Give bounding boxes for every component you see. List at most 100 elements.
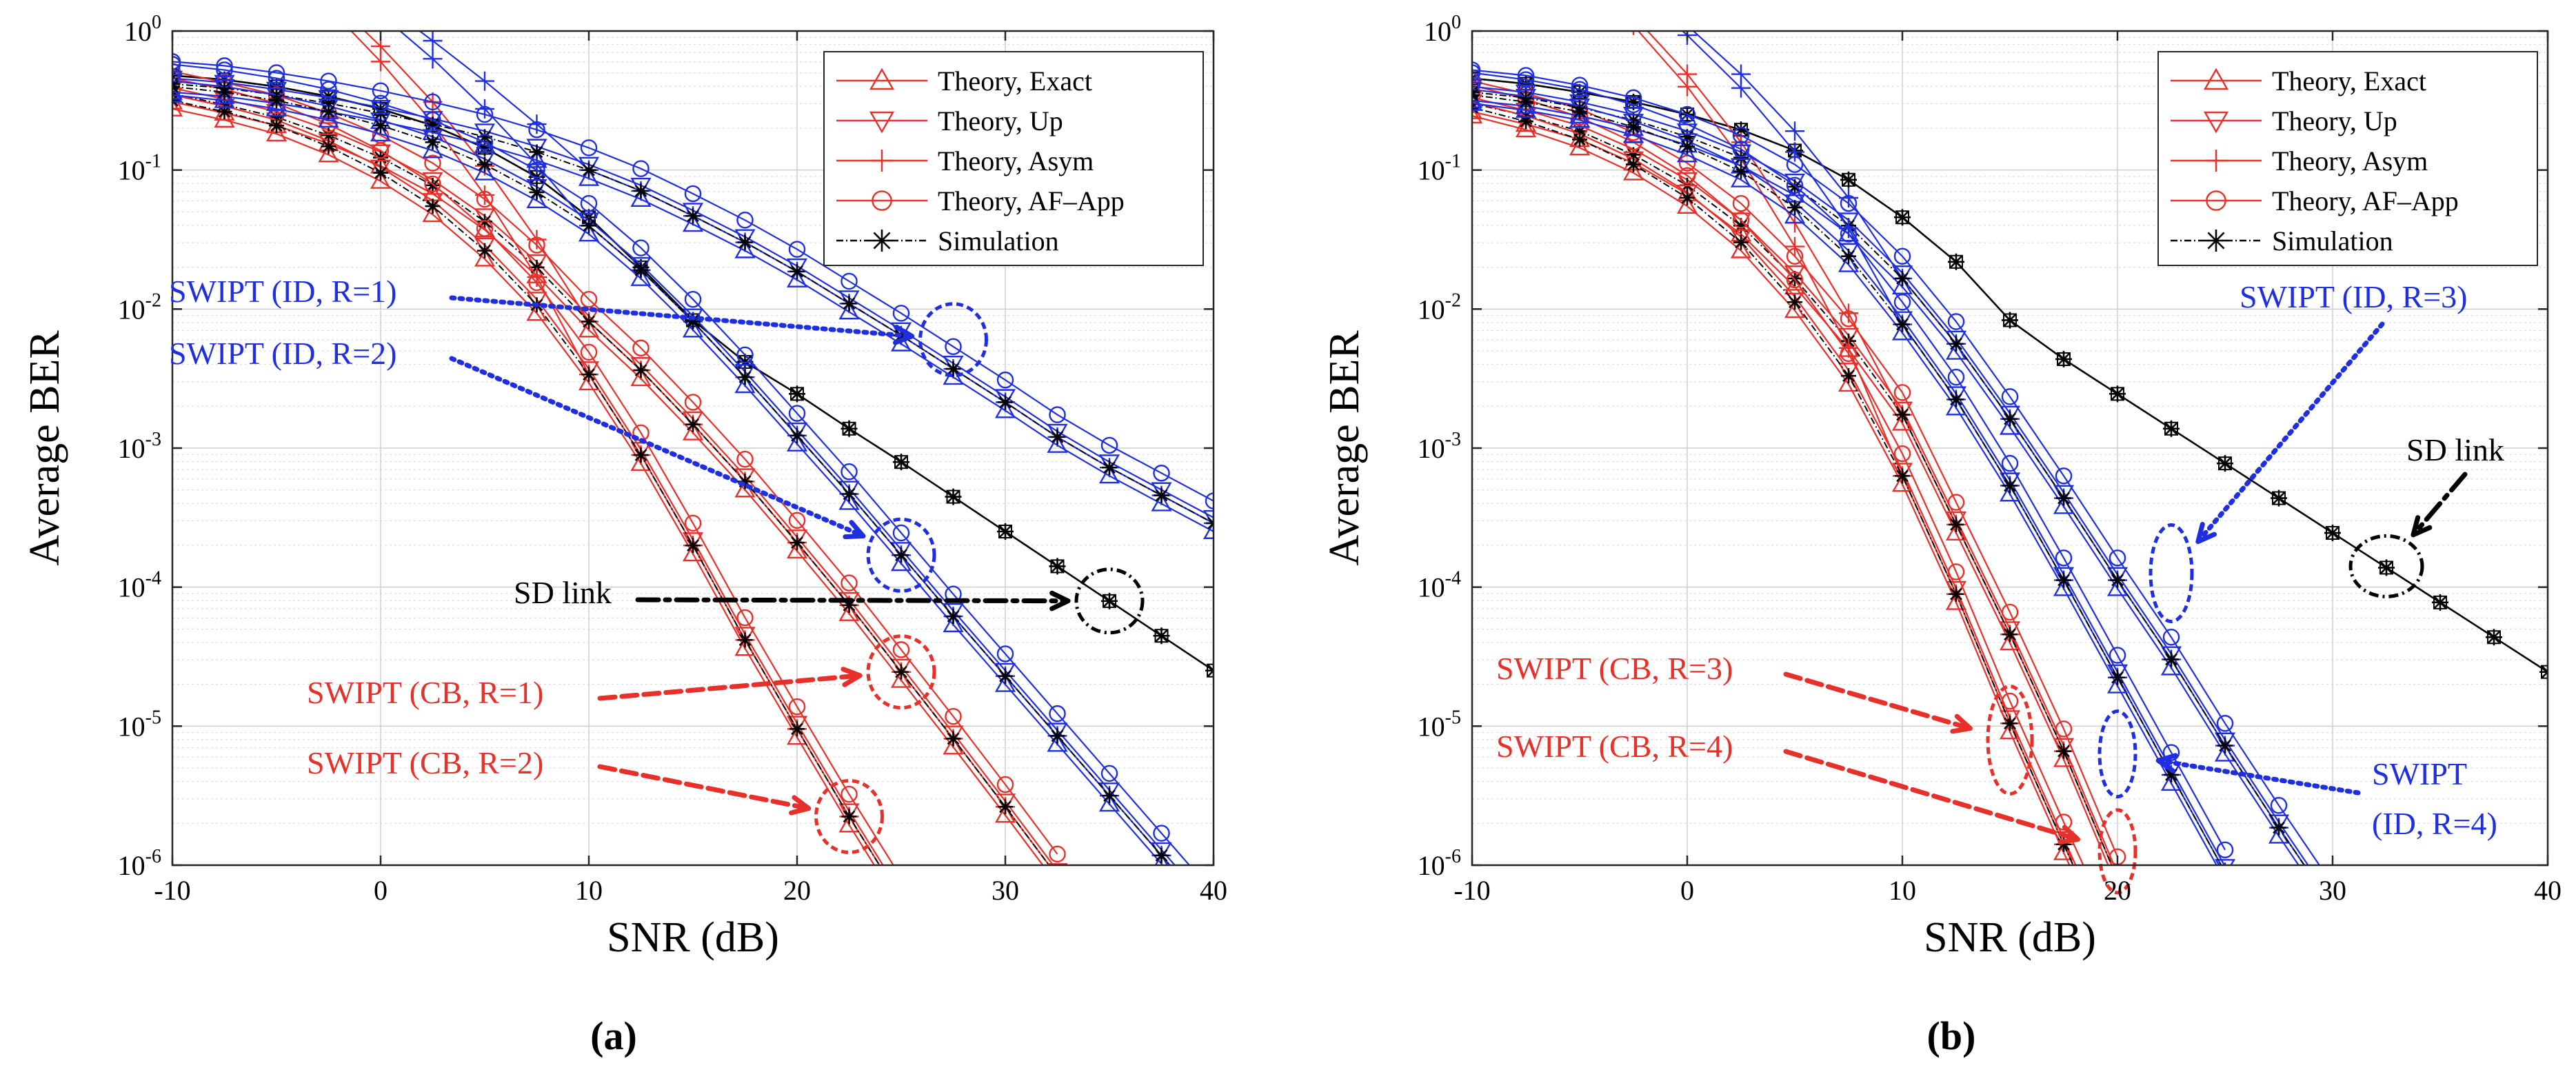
- marker-triangle-up: [1154, 853, 1169, 865]
- legend: Theory, Exact Theory, Up Theory, Asym Theor…: [2157, 51, 2538, 266]
- annotation-arrow: [2195, 321, 2385, 545]
- marker-plus: [1678, 77, 1697, 97]
- marker-asterisk: [2217, 455, 2233, 472]
- series-cb: [1472, 31, 2125, 948]
- marker-circle: [2055, 467, 2073, 485]
- marker-triangle-up: [1569, 136, 1591, 156]
- marker-asterisk: [2002, 627, 2017, 643]
- marker-asterisk: [945, 609, 961, 625]
- marker-triangle-up: [422, 203, 443, 223]
- marker-plus: [475, 71, 494, 91]
- marker-asterisk: [1894, 209, 1911, 226]
- marker-plus: [1839, 303, 1858, 323]
- marker-circle: [476, 220, 494, 237]
- y-tick-label: 10-6: [118, 846, 161, 881]
- marker-asterisk: [1895, 270, 1910, 286]
- marker-circle: [736, 450, 754, 468]
- marker-circle: [684, 185, 702, 203]
- marker-asterisk: [633, 262, 649, 278]
- annotation-arrow: [635, 597, 1071, 604]
- annotation-circle: [814, 778, 884, 854]
- marker-triangle-up: [265, 98, 288, 117]
- x-tick-label: 20: [2104, 875, 2131, 906]
- x-axis-label: SNR (dB): [1924, 914, 2096, 961]
- annotation-label: SWIPT (CB, R=3): [1496, 651, 1733, 686]
- marker-asterisk: [269, 110, 284, 125]
- marker-asterisk: [1102, 788, 1117, 804]
- annotation-arrowhead: [2057, 825, 2080, 845]
- y-tick-label: 10-3: [1418, 429, 1461, 464]
- panel-b-chart: -10 0 10 20 30 40 100 10-1 10-2 10-3 10-4 10-5 10-6 S…: [1321, 12, 2562, 961]
- marker-asterisk: [1895, 407, 1910, 423]
- annotation-label: SWIPT (CB, R=4): [1496, 729, 1733, 764]
- marker-triangle-up: [630, 188, 652, 207]
- marker-triangle-up: [682, 213, 704, 232]
- marker-asterisk: [1154, 487, 1169, 503]
- marker-asterisk: [373, 118, 388, 134]
- marker-circle: [1732, 212, 1750, 229]
- marker-asterisk: [425, 134, 441, 150]
- marker-asterisk: [1949, 392, 1964, 407]
- marker-asterisk: [841, 296, 857, 312]
- annotation-label: (ID, R=4): [2372, 806, 2497, 841]
- marker-triangle-up: [734, 240, 756, 259]
- marker-circle: [216, 61, 233, 79]
- marker-asterisk: [529, 184, 545, 200]
- marker-asterisk: [841, 420, 858, 437]
- marker-square: [1895, 210, 1909, 225]
- marker-triangle-up: [578, 319, 600, 338]
- annotation-circle: [918, 302, 988, 378]
- marker-circle: [372, 82, 390, 99]
- x-tick-label: 40: [1200, 875, 1227, 906]
- marker-circle: [2001, 692, 2019, 710]
- y-tick-label: 10-3: [118, 429, 161, 464]
- marker-triangle-up: [1676, 195, 1698, 214]
- x-tick-label: -10: [1453, 875, 1490, 906]
- annotation-arrowhead: [2411, 515, 2433, 538]
- marker-circle: [684, 290, 702, 308]
- annotation-arrow: [2155, 758, 2361, 796]
- marker-asterisk: [2164, 651, 2179, 667]
- annotation-label: SWIPT (CB, R=1): [307, 675, 543, 710]
- marker-asterisk: [1840, 171, 1857, 188]
- marker-circle: [945, 338, 962, 356]
- marker-triangle-up: [578, 168, 600, 186]
- marker-asterisk: [2271, 820, 2286, 836]
- theory-curve: [172, 63, 1191, 865]
- marker-asterisk: [894, 664, 909, 680]
- marker-circle: [2109, 549, 2126, 567]
- marker-asterisk: [1787, 294, 1802, 310]
- marker-asterisk: [1948, 253, 1964, 270]
- y-tick-label: 10-2: [1418, 290, 1461, 325]
- plot-area: [1472, 31, 2548, 948]
- marker-asterisk: [1626, 147, 1641, 163]
- marker-plus: [527, 114, 547, 134]
- marker-circle: [424, 111, 441, 129]
- marker-circle: [841, 272, 858, 290]
- marker-triangle-up: [1730, 240, 1752, 259]
- marker-circle: [1732, 141, 1750, 158]
- marker-circle: [1472, 64, 1481, 81]
- marker-triangle-up: [1838, 223, 1860, 242]
- y-tick-label: 10-4: [1418, 568, 1461, 603]
- marker-asterisk: [789, 385, 805, 403]
- marker-asterisk: [1680, 190, 1695, 205]
- marker-triangle-up: [1838, 254, 1860, 272]
- marker-asterisk: [529, 259, 545, 275]
- marker-triangle-up: [994, 400, 1016, 418]
- marker-circle: [2001, 388, 2019, 405]
- marker-asterisk: [2271, 489, 2287, 507]
- annotation-arrowhead: [843, 520, 866, 540]
- marker-circle: [580, 290, 598, 308]
- marker-asterisk: [945, 731, 961, 747]
- marker-circle: [1153, 825, 1170, 842]
- marker-asterisk: [1733, 234, 1749, 250]
- marker-square: [2433, 595, 2447, 609]
- annotation-arrow: [2411, 472, 2468, 538]
- simulation-curve: [172, 99, 881, 865]
- x-tick-label: 10: [1889, 875, 1916, 906]
- marker-circle: [1947, 494, 1965, 511]
- marker-circle: [1786, 271, 1804, 289]
- marker-circle: [2110, 933, 2125, 948]
- marker-plus: [1785, 142, 1804, 162]
